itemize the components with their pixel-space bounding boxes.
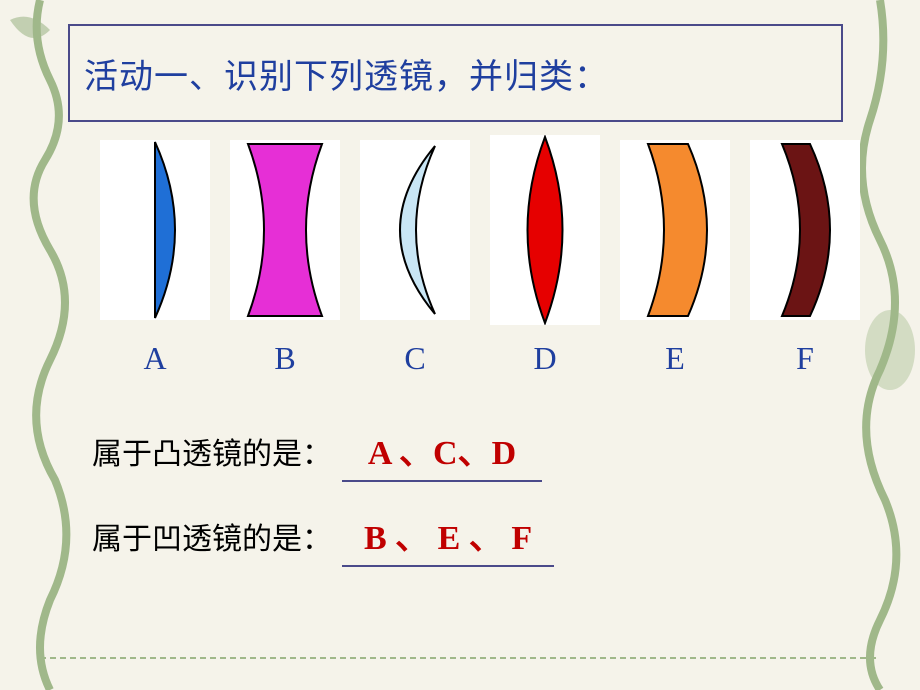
lens-shape-D xyxy=(510,135,580,325)
lens-shape-B xyxy=(240,140,330,320)
lens-label-A: A xyxy=(100,340,210,377)
lens-row xyxy=(100,135,860,325)
lens-label-D: D xyxy=(490,340,600,377)
lens-label-E: E xyxy=(620,340,730,377)
activity-title: 活动一、识别下列透镜，并归类： xyxy=(84,49,609,98)
convex-prompt: 属于凸透镜的是： xyxy=(92,429,332,473)
lens-label-B: B xyxy=(230,340,340,377)
lens-B xyxy=(230,140,340,320)
bottom-line-deco xyxy=(0,656,920,660)
concave-prompt: 属于凹透镜的是： xyxy=(92,514,332,558)
concave-answer: B 、 E 、 F xyxy=(342,510,554,567)
lens-F xyxy=(750,140,860,320)
lens-E xyxy=(620,140,730,320)
lens-A xyxy=(100,140,210,320)
lens-label-C: C xyxy=(360,340,470,377)
lens-D xyxy=(490,135,600,325)
concave-answer-line: 属于凹透镜的是： B 、 E 、 F xyxy=(92,510,554,567)
lens-C xyxy=(360,140,470,320)
lens-shape-F xyxy=(770,140,840,320)
lens-label-F: F xyxy=(750,340,860,377)
activity-title-box: 活动一、识别下列透镜，并归类： xyxy=(68,24,843,122)
convex-answer-line: 属于凸透镜的是： A 、C、D xyxy=(92,425,542,482)
lens-shape-E xyxy=(640,140,710,320)
lens-label-row: A B C D E F xyxy=(100,340,860,377)
lens-shape-C xyxy=(375,140,455,320)
convex-answer: A 、C、D xyxy=(342,425,542,482)
lens-shape-A xyxy=(125,140,185,320)
